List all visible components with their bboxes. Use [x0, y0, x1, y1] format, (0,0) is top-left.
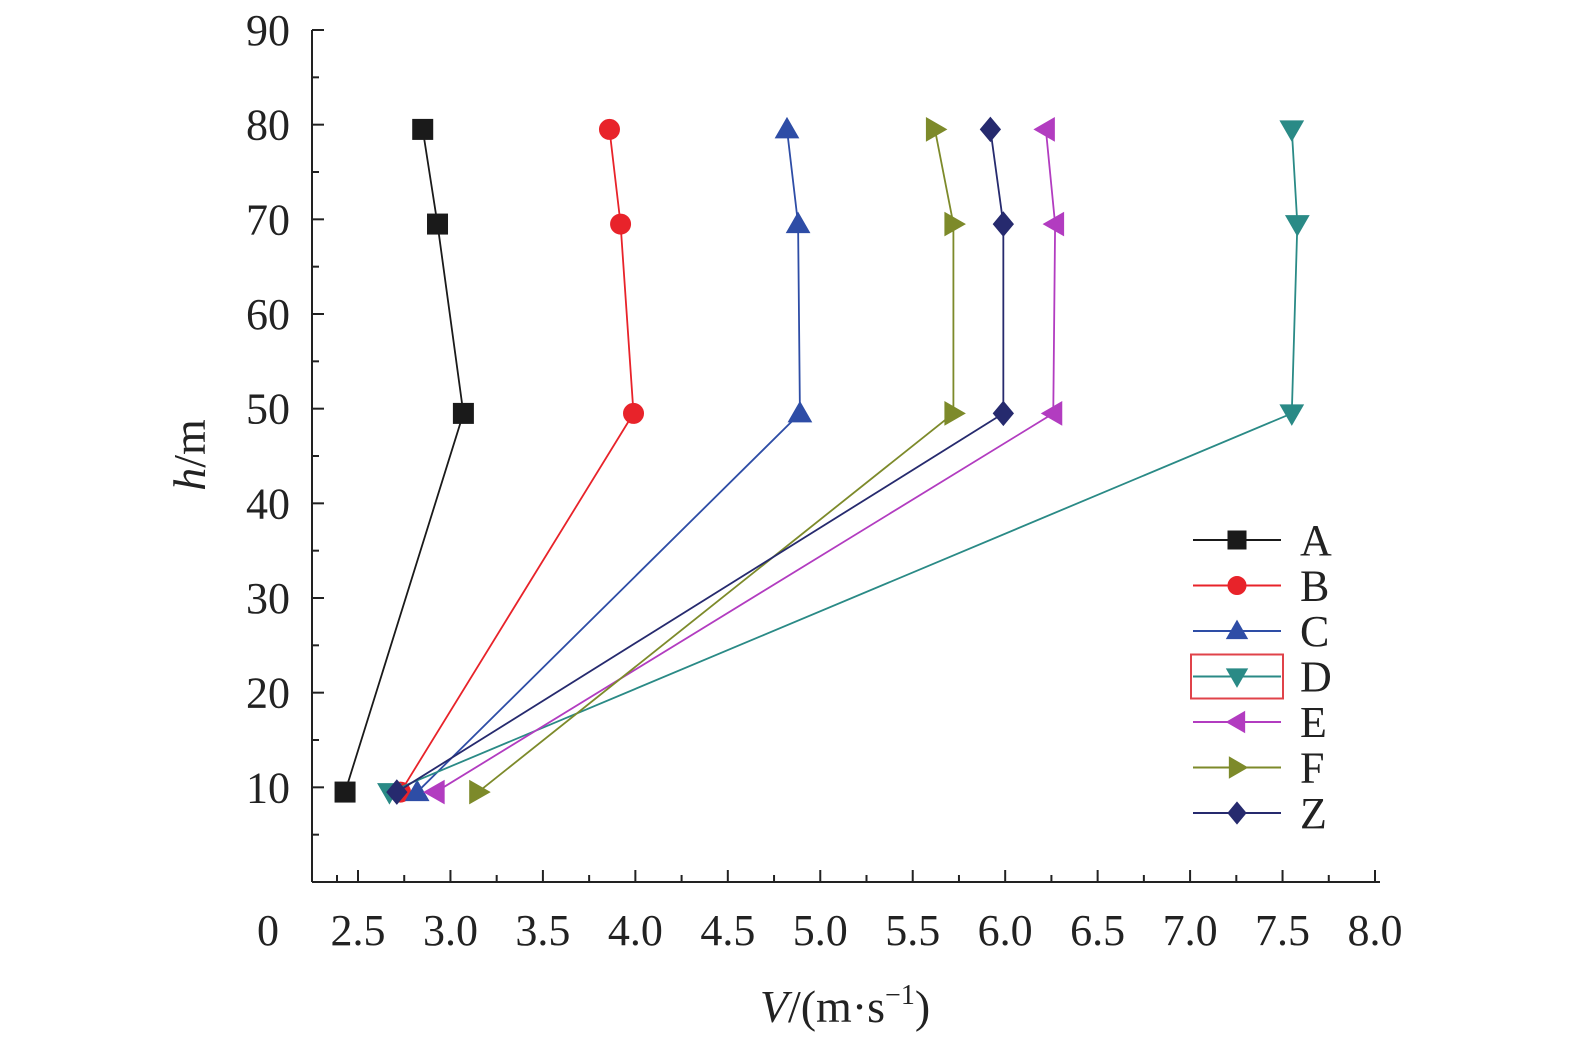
data-point-e — [1033, 117, 1055, 142]
series-layer — [334, 116, 1310, 805]
data-point-f — [944, 211, 966, 237]
legend-label: D — [1300, 653, 1332, 702]
data-point-a — [452, 402, 474, 424]
series-line-d — [389, 129, 1299, 793]
data-point-z — [386, 779, 408, 805]
legend-item-f: F — [1193, 744, 1324, 793]
series-z — [386, 116, 1014, 805]
y-tick-label: 20 — [246, 669, 290, 718]
data-point-e — [1040, 401, 1063, 426]
series-d — [377, 120, 1310, 805]
y-tick-label: 50 — [246, 385, 290, 434]
data-point-f — [469, 779, 491, 805]
x-tick-label: 0 — [257, 906, 279, 955]
series-a — [334, 118, 474, 803]
y-tick-label: 80 — [246, 101, 290, 150]
data-point-z — [992, 211, 1014, 237]
x-tick-label: 2.5 — [331, 906, 386, 955]
legend-item-z: Z — [1193, 789, 1327, 838]
legend-label: E — [1300, 698, 1327, 747]
legend-marker — [1227, 530, 1247, 550]
series-line-c — [416, 129, 801, 793]
legend-item-b: B — [1193, 562, 1329, 611]
x-tick-label: 7.5 — [1255, 906, 1310, 955]
legend-marker — [1225, 710, 1246, 734]
series-f — [469, 117, 966, 805]
legend-label: C — [1300, 607, 1329, 656]
series-line-a — [344, 129, 465, 793]
legend-highlight-box — [1190, 653, 1284, 700]
axes: 10 20 30 40 50 60 70 80 90 0 2.5 3.0 3.5 4.0 4.5 5.0 5.5… — [246, 6, 1403, 955]
series-e — [423, 117, 1065, 805]
data-point-c — [785, 211, 811, 234]
data-point-f — [925, 117, 948, 142]
data-point-c — [774, 116, 800, 139]
legend-marker — [1227, 801, 1247, 825]
data-point-d — [1279, 120, 1305, 142]
data-point-d — [1284, 215, 1310, 237]
data-point-b — [623, 402, 645, 424]
series-line-e — [435, 129, 1057, 793]
y-axis-title: h/m — [164, 419, 215, 491]
data-point-d — [1279, 404, 1305, 426]
x-tick-label: 8.0 — [1348, 906, 1403, 955]
legend-label: B — [1300, 562, 1329, 611]
legend-item-e: E — [1193, 698, 1327, 747]
y-tick-label: 40 — [246, 479, 290, 528]
data-point-b — [598, 118, 620, 140]
data-point-a — [334, 781, 356, 803]
x-tick-label: 6.0 — [978, 906, 1033, 955]
data-point-f — [944, 401, 966, 426]
data-point-c — [787, 400, 813, 423]
y-tick-label: 60 — [246, 290, 290, 339]
x-tick-label: 5.5 — [885, 906, 940, 955]
x-tick-label: 4.0 — [608, 906, 663, 955]
x-tick-label: 3.0 — [423, 906, 478, 955]
data-point-b — [610, 213, 632, 235]
legend-marker — [1228, 756, 1249, 779]
series-line-f — [477, 129, 955, 793]
y-tick-label: 10 — [246, 763, 290, 812]
x-tick-label: 7.0 — [1163, 906, 1218, 955]
legend-marker — [1225, 619, 1249, 640]
legend-item-a: A — [1193, 516, 1332, 565]
legend-label: Z — [1300, 789, 1327, 838]
x-tick-label: 5.0 — [793, 906, 848, 955]
x-axis-title: V/(m·s−1) — [760, 980, 930, 1032]
y-tick-label: 30 — [246, 574, 290, 623]
data-point-z — [979, 116, 1002, 143]
data-point-z — [992, 400, 1014, 427]
series-line-z — [396, 129, 1005, 793]
series-line-b — [399, 129, 635, 793]
legend-item-c: C — [1193, 607, 1329, 656]
y-tick-label: 90 — [246, 6, 290, 55]
x-tick-label: 3.5 — [515, 906, 570, 955]
data-point-a — [412, 118, 434, 140]
data-point-e — [423, 779, 445, 805]
legend-marker — [1225, 668, 1249, 688]
data-point-c — [404, 779, 430, 802]
legend-label: F — [1300, 744, 1324, 793]
legend-marker — [1227, 576, 1247, 595]
y-tick-label: 70 — [246, 195, 290, 244]
x-tick-label: 4.5 — [700, 906, 755, 955]
data-point-a — [427, 213, 449, 235]
data-point-e — [1042, 211, 1065, 237]
x-tick-label: 6.5 — [1070, 906, 1125, 955]
series-c — [404, 116, 813, 802]
legend-item-d: D — [1190, 653, 1332, 702]
legend-label: A — [1300, 516, 1332, 565]
